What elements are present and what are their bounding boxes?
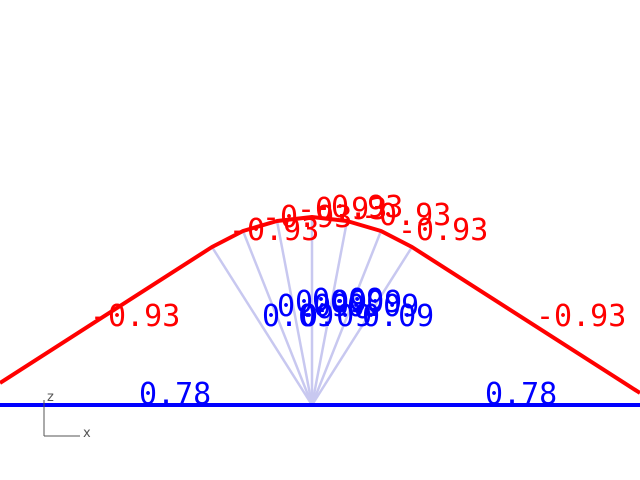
top-chord-labels: -0.93 -0.93 -0.93 -0.93 -0.93 -0.93 -0.9… — [90, 190, 626, 334]
member-force-label: 0.78 — [485, 377, 557, 412]
member-force-label: 0.09 — [295, 285, 367, 320]
top-chord — [0, 215, 640, 395]
web-member — [210, 246, 314, 406]
member-force-label: 0.09 — [300, 299, 372, 334]
member-force-label: -0.93 — [361, 198, 451, 233]
member-force-label: 0.09 — [347, 289, 419, 324]
bottom-chord-labels: 0.78 0.78 — [139, 377, 557, 412]
member-force-label: 0.09 — [277, 289, 349, 324]
member-force-label: 0.09 — [312, 283, 384, 318]
web-member — [275, 220, 314, 406]
member-force-label: -0.93 — [398, 213, 488, 248]
z-axis-label: z — [47, 390, 54, 405]
web-member — [310, 246, 414, 406]
member-force-label: -0.93 — [90, 299, 180, 334]
web-member — [241, 230, 314, 406]
web-member — [310, 230, 383, 406]
web-labels: 0.09 0.09 0.09 0.09 0.09 0.09 0.09 0.09 — [262, 283, 434, 334]
axis-triad: z x — [43, 390, 91, 441]
member-force-label: -0.93 — [313, 190, 403, 225]
web-member — [310, 220, 349, 406]
member-force-label: 0.09 — [330, 285, 402, 320]
member-force-label: 0.78 — [139, 377, 211, 412]
web-members — [210, 217, 414, 406]
member-force-label: -0.93 — [536, 299, 626, 334]
member-force-label: -0.93 — [229, 213, 319, 248]
member-force-label: 0.09 — [362, 299, 434, 334]
member-force-label: 0.09 — [262, 299, 334, 334]
member-force-label: -0.93 — [297, 192, 387, 227]
x-axis-label: x — [83, 426, 91, 441]
member-force-label: -0.93 — [262, 200, 352, 235]
